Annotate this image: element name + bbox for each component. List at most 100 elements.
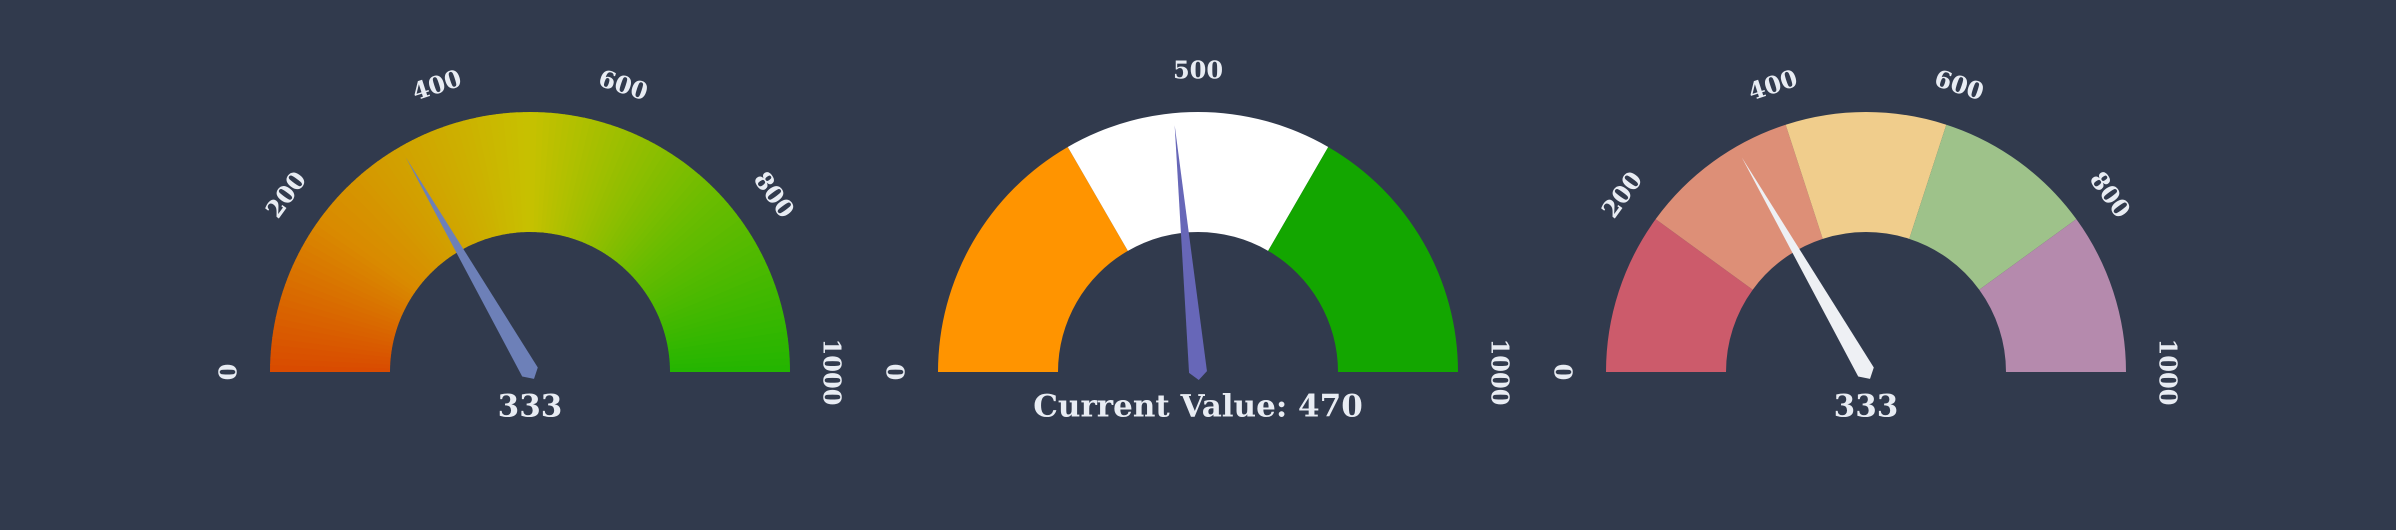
gauge-band-slice [502,112,520,233]
gauge-needle [1174,125,1207,380]
gauge-band-slice [643,219,745,294]
gauge-band-slice [530,112,538,233]
gauge-band-slice [388,149,458,255]
gauge-tick-label: 600 [595,63,652,106]
gauge-band-slice [341,187,432,276]
gauge-3: 0 200 400 600 800 1000 333 [1550,63,2183,424]
gauge-tick-label: 0 [882,364,911,381]
gauge-band-slice [651,242,759,306]
gauge-band-slice [273,323,393,351]
gauge-tick-label: 800 [748,166,801,224]
gauge-band-slice [275,310,395,343]
gauge-band-slice [667,324,787,351]
gauge-band-slice [623,178,710,271]
gauge-band-slice [566,120,605,238]
gauge-band-slice [280,290,398,333]
gauge-band-slice [580,129,631,243]
gauge-value-label: Current Value: 470 [1033,389,1363,425]
gauge-band-slice [319,212,420,290]
gauge-band-segment [1606,219,1753,372]
gauge-1: 0 200 400 600 800 1000 333 [214,63,847,424]
gauge-band-slice [443,124,488,241]
gauge-band-slice [270,350,391,365]
gauge-band-slice [311,223,415,296]
gauge-band-slice [315,218,418,293]
gauge-band-slice [669,365,790,372]
gauge-band-slice [653,247,763,309]
gauge-band-slice [626,183,715,274]
gauge-band-slice [576,126,625,242]
gauge-tick-label: 1000 [2154,339,2183,406]
gauge-band-slice [660,278,776,326]
gauge-band-slice [323,207,422,287]
gauge-band-slice [382,153,455,257]
gauge-band-slice [332,197,427,282]
gauge-band-slice [282,284,399,329]
gauge-band-slice [277,303,395,340]
gauge-band-slice [475,116,506,236]
gauge-band-segment [1785,111,1947,239]
gauge-band-slice [569,122,612,240]
gauge-band-slice [462,118,498,237]
gauge-band-slice [668,331,788,355]
gauge-value-label: 333 [498,389,563,425]
gauge-band-slice [274,316,394,347]
gauge-tick-label: 400 [408,63,465,106]
gauge-band-segment [1655,124,1823,290]
gauge-tick-label: 1000 [1486,339,1515,406]
gauge-band-slice [603,150,673,255]
gauge-band-slice [600,146,667,253]
gauge-band-slice [641,213,741,291]
gauge-band-segment [1268,146,1458,372]
gauge-band-slice [661,285,778,330]
gauge-band-slice [636,203,733,285]
gauge-band-slice [555,116,586,236]
gauge-tick-label: 1000 [818,339,847,406]
gauge-band-slice [540,112,559,233]
gauge-band-slice [523,111,532,233]
gauge-band-slice [612,161,690,262]
gauge-band-slice [308,229,413,299]
gauge-band-slice [278,297,396,336]
gauge-2: 0 500 1000 Current Value: 470 [882,56,1515,425]
gauge-band-slice [620,174,705,269]
gauge-band-slice [666,317,786,348]
gauge-band-segment [1067,111,1329,251]
gauge-band-slice [456,120,495,238]
gauge-band-segment [1909,124,2077,290]
gauge-band-slice [628,188,720,277]
gauge-tick-label: 0 [1550,364,1579,381]
gauge-band-slice [656,260,768,316]
gauge-band-slice [659,272,774,323]
gauge-tick-label: 800 [2084,166,2137,224]
gauge-band-slice [668,338,789,358]
gauge-tick-label: 200 [259,166,312,224]
gauge-needle [405,157,538,379]
gauge-band-slice [665,304,784,340]
gauge-band-slice [424,131,477,245]
gauge-band-slice [292,259,404,316]
gauge-band-slice [586,134,643,246]
gauge-band-slice [371,161,449,261]
gauge-band-slice [436,126,484,242]
gauge-band-slice [351,178,437,271]
gauge-band-slice [287,271,401,322]
gauge-band-slice [346,182,435,274]
gauge-band-slice [482,115,509,235]
gauge-band-slice [271,337,392,358]
gauge-band-slice [631,193,724,279]
gauge-band-slice [618,169,700,266]
gauge-band-slice [295,253,406,312]
gauge-band-slice [361,169,443,266]
gauge-band-slice [270,364,391,372]
gauge-band-slice [609,157,684,260]
gauge-band-slice [469,117,502,236]
gauge-band-slice [548,114,572,234]
gauge-tick-label: 0 [214,364,243,381]
gauge-band-slice [638,208,737,288]
gauge-needle [1741,157,1874,379]
gauge-band-slice [400,143,464,251]
gauge-band-slice [405,139,467,249]
gauge-band-slice [327,202,424,284]
gauge-band-slice [657,266,771,319]
